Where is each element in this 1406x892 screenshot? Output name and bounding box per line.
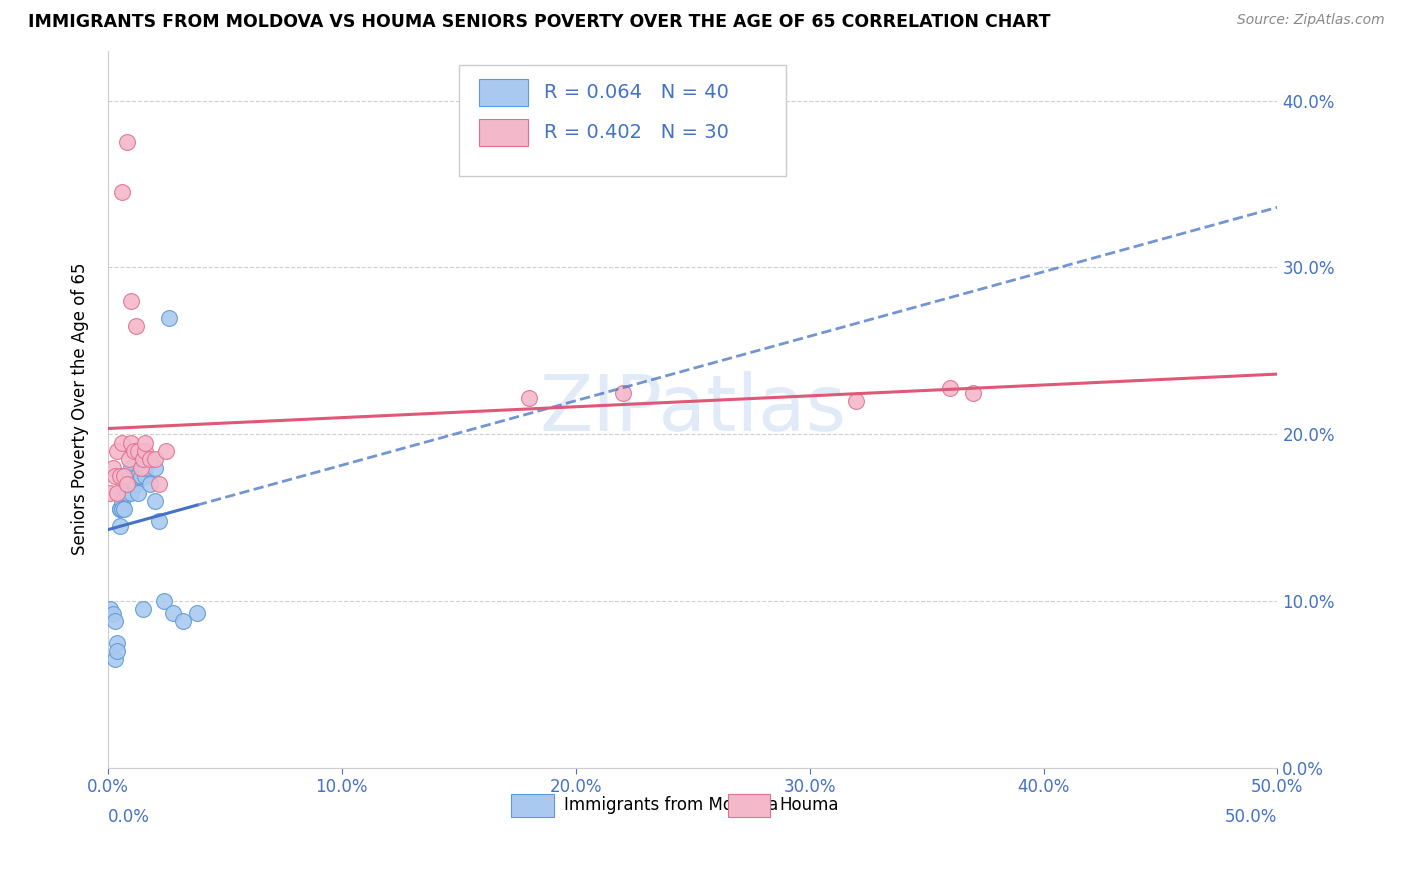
Point <box>115 477 138 491</box>
Point <box>120 485 142 500</box>
Point <box>120 460 142 475</box>
FancyBboxPatch shape <box>478 119 527 146</box>
Point <box>108 502 131 516</box>
Point <box>132 460 155 475</box>
Point <box>105 485 128 500</box>
Point <box>104 614 127 628</box>
Point <box>112 502 135 516</box>
Point <box>120 293 142 308</box>
Point <box>127 444 149 458</box>
Point <box>153 594 176 608</box>
Point <box>120 435 142 450</box>
Point <box>118 469 141 483</box>
Point <box>108 519 131 533</box>
Point <box>108 502 131 516</box>
Point <box>172 614 194 628</box>
Point <box>162 606 184 620</box>
Point <box>939 380 962 394</box>
Point <box>125 469 148 483</box>
Point <box>125 318 148 333</box>
Point <box>134 460 156 475</box>
Point <box>111 435 134 450</box>
Point <box>517 391 540 405</box>
FancyBboxPatch shape <box>512 794 554 816</box>
Point <box>115 477 138 491</box>
Point <box>104 469 127 483</box>
Point <box>101 460 124 475</box>
Point <box>143 494 166 508</box>
Point <box>157 310 180 325</box>
Text: IMMIGRANTS FROM MOLDOVA VS HOUMA SENIORS POVERTY OVER THE AGE OF 65 CORRELATION : IMMIGRANTS FROM MOLDOVA VS HOUMA SENIORS… <box>28 13 1050 31</box>
Point <box>143 460 166 475</box>
Point <box>120 469 142 483</box>
Point <box>111 502 134 516</box>
Point <box>105 636 128 650</box>
Point <box>186 606 208 620</box>
Point <box>148 514 170 528</box>
Point <box>118 477 141 491</box>
Point <box>845 393 868 408</box>
Point <box>129 469 152 483</box>
Text: R = 0.402   N = 30: R = 0.402 N = 30 <box>544 123 730 142</box>
Point <box>127 469 149 483</box>
FancyBboxPatch shape <box>458 65 786 177</box>
Text: Source: ZipAtlas.com: Source: ZipAtlas.com <box>1237 13 1385 28</box>
Point <box>139 452 162 467</box>
Point <box>125 477 148 491</box>
Point <box>134 469 156 483</box>
Point <box>101 607 124 622</box>
Text: R = 0.064   N = 40: R = 0.064 N = 40 <box>544 83 730 102</box>
Point <box>134 444 156 458</box>
Point <box>122 444 145 458</box>
Point <box>134 435 156 450</box>
Point <box>148 477 170 491</box>
FancyBboxPatch shape <box>728 794 770 816</box>
Point <box>155 444 177 458</box>
Point <box>111 494 134 508</box>
Point <box>105 444 128 458</box>
Point <box>129 460 152 475</box>
FancyBboxPatch shape <box>478 78 527 106</box>
Point <box>108 469 131 483</box>
Point <box>111 186 134 200</box>
Point <box>115 485 138 500</box>
Point <box>112 485 135 500</box>
Y-axis label: Seniors Poverty Over the Age of 65: Seniors Poverty Over the Age of 65 <box>72 263 89 556</box>
Text: Immigrants from Moldova: Immigrants from Moldova <box>564 796 779 814</box>
Point <box>98 602 121 616</box>
Point <box>108 485 131 500</box>
Point <box>139 477 162 491</box>
Point <box>132 602 155 616</box>
Text: ZIPatlas: ZIPatlas <box>538 371 846 447</box>
Point <box>98 485 121 500</box>
Point <box>118 452 141 467</box>
Point <box>612 385 634 400</box>
Point <box>104 652 127 666</box>
Point <box>105 644 128 658</box>
Point <box>127 485 149 500</box>
Point <box>112 469 135 483</box>
Text: Houma: Houma <box>779 796 839 814</box>
Text: 0.0%: 0.0% <box>108 807 150 825</box>
Point <box>962 385 984 400</box>
Point <box>143 452 166 467</box>
Point <box>115 136 138 150</box>
Text: 50.0%: 50.0% <box>1225 807 1278 825</box>
Point <box>122 477 145 491</box>
Point <box>132 452 155 467</box>
